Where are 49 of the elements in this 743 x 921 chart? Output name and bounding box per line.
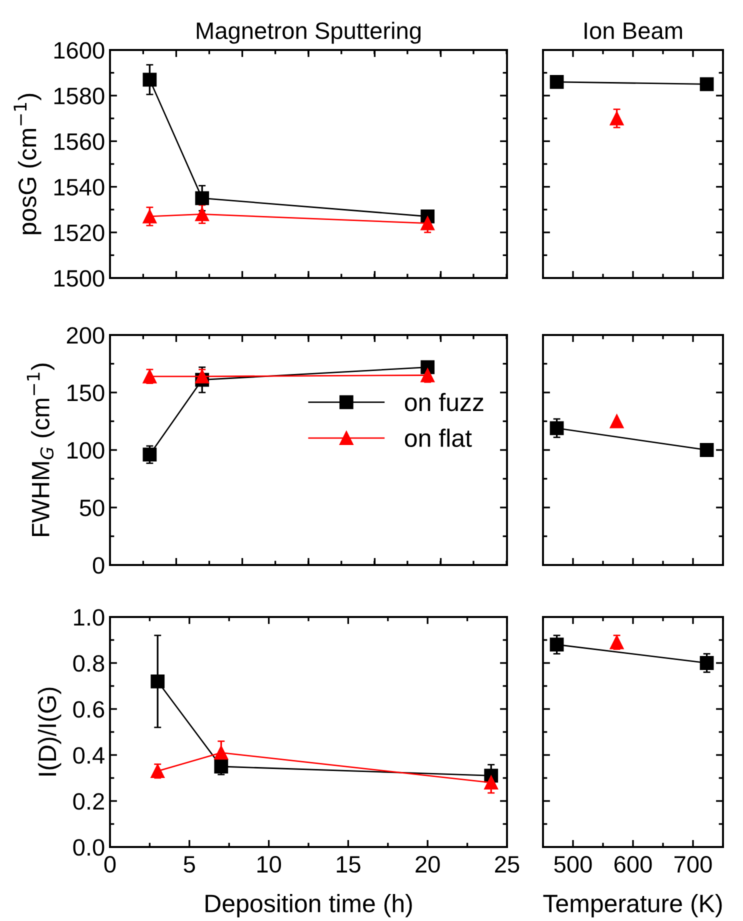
y-tick-label: 0.4 xyxy=(73,747,104,764)
point xyxy=(484,776,498,790)
x-tick-label: 10 xyxy=(257,856,282,873)
point xyxy=(195,207,210,222)
point xyxy=(195,369,210,384)
point xyxy=(420,368,435,382)
y-tick-label: 1.0 xyxy=(74,609,104,626)
x-axis-title: Deposition time (h) xyxy=(206,894,412,918)
point xyxy=(150,674,165,688)
chart-title: Magnetron Sputtering xyxy=(196,22,421,44)
x-tick-label: 700 xyxy=(674,856,712,873)
y-tick-label: 1500 xyxy=(54,270,104,287)
x-tick-label: 20 xyxy=(416,856,440,873)
point xyxy=(195,191,210,206)
y-axis-title: posG (cm$^{−1}$) xyxy=(14,94,42,234)
y-tick-label: 1580 xyxy=(54,88,104,104)
chart-title: Ion Beam xyxy=(584,22,682,40)
point xyxy=(142,448,157,462)
point xyxy=(214,746,228,760)
y-tick-label: 0.8 xyxy=(73,655,104,672)
y-tick-label: 150 xyxy=(68,384,104,402)
x-tick-label: 0 xyxy=(104,856,116,873)
x-axis-title: Temperature (K) xyxy=(543,894,722,918)
y-tick-label: 50 xyxy=(80,500,104,516)
y-axis-title: I(D)/I(G) xyxy=(38,688,62,776)
x-tick-label: 25 xyxy=(495,856,520,873)
x-tick-label: 600 xyxy=(614,856,652,873)
legend-label: on fuzz xyxy=(404,392,484,412)
y-tick-label: 0.0 xyxy=(73,839,104,856)
legend-label: on flat xyxy=(404,428,472,448)
x-tick-label: 5 xyxy=(184,856,195,873)
point xyxy=(150,764,165,778)
point xyxy=(214,760,228,774)
y-tick-label: 1600 xyxy=(54,42,104,59)
y-axis-title: FWHM$_{G}$ (cm$^{−1}$) xyxy=(26,364,54,536)
point xyxy=(142,72,157,87)
point xyxy=(420,216,435,230)
x-tick-label: 500 xyxy=(554,856,592,873)
point xyxy=(142,209,157,224)
y-tick-label: 1520 xyxy=(54,224,104,242)
y-tick-label: 0.2 xyxy=(73,793,104,810)
y-tick-label: 1540 xyxy=(54,178,104,196)
x-tick-label: 15 xyxy=(336,856,360,873)
y-tick-label: 100 xyxy=(68,442,104,459)
y-tick-label: 200 xyxy=(66,327,104,344)
point xyxy=(142,369,157,384)
y-tick-label: 0 xyxy=(92,557,104,574)
y-tick-label: 0.6 xyxy=(73,701,104,718)
y-tick-label: 1560 xyxy=(54,133,104,150)
